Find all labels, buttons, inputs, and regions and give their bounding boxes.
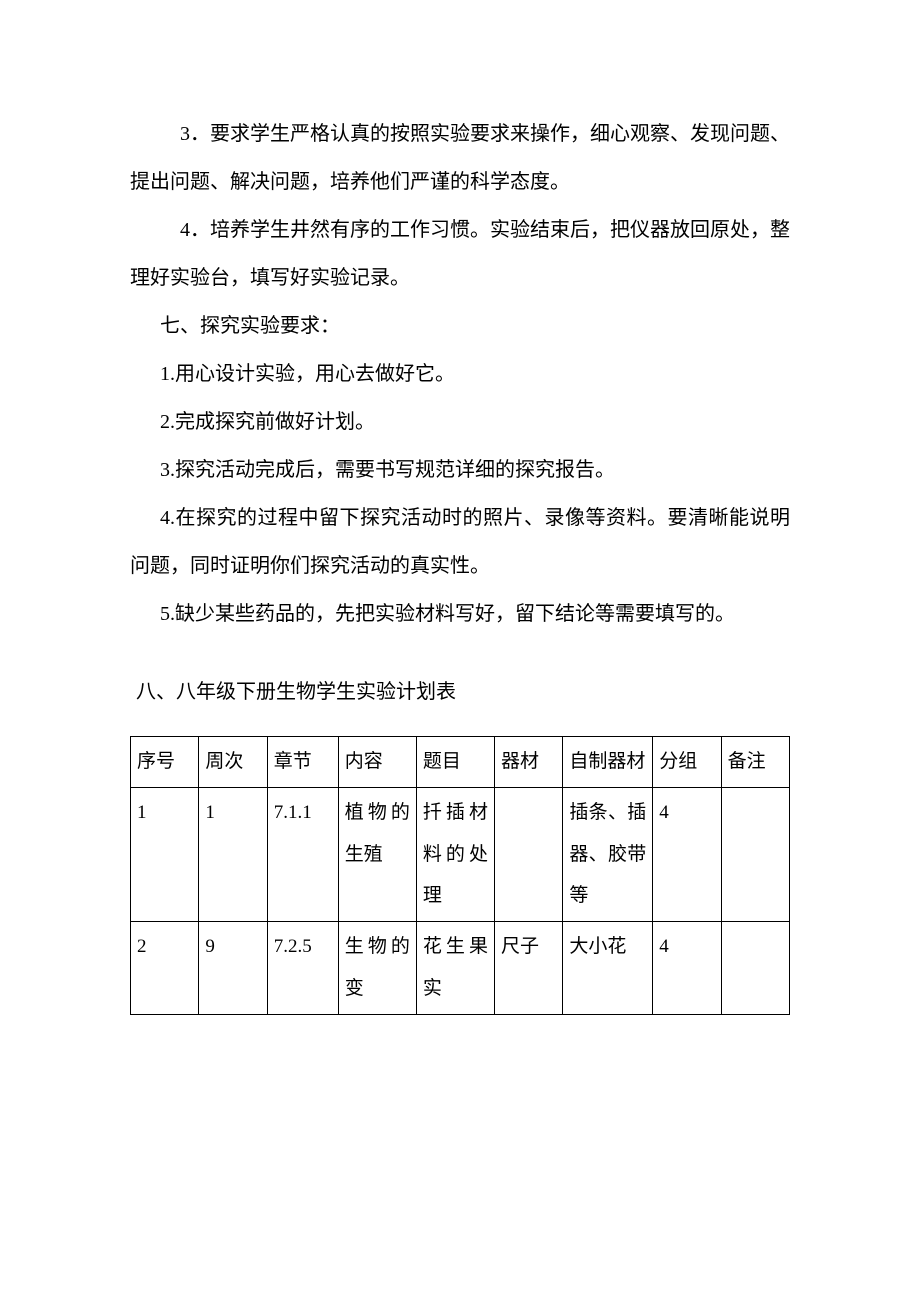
- table-cell: 1: [131, 787, 199, 921]
- table-header-row: 序号 周次 章节 内容 题目 器材 自制器材 分组 备注: [131, 737, 790, 788]
- table-header-cell: 备注: [721, 737, 789, 788]
- table-header-cell: 自制器材: [563, 737, 653, 788]
- table-header-cell: 序号: [131, 737, 199, 788]
- section-7-item-2: 2.完成探究前做好计划。: [130, 398, 790, 446]
- section-8-title: 八、八年级下册生物学生实验计划表: [130, 668, 790, 716]
- table-cell: 大小花: [563, 922, 653, 1015]
- table-cell: 花生果实: [416, 922, 494, 1015]
- table-header-cell: 章节: [267, 737, 338, 788]
- section-7-item-5: 5.缺少某些药品的，先把实验材料写好，留下结论等需要填写的。: [130, 590, 790, 638]
- table-cell: 扦插材料的处理: [416, 787, 494, 921]
- table-cell: 植物的生殖: [338, 787, 416, 921]
- table-header-cell: 内容: [338, 737, 416, 788]
- table-cell: 7.2.5: [267, 922, 338, 1015]
- experiment-plan-table: 序号 周次 章节 内容 题目 器材 自制器材 分组 备注 1 1 7.1.1 植…: [130, 736, 790, 1015]
- table-header-cell: 分组: [653, 737, 721, 788]
- table-cell: 4: [653, 922, 721, 1015]
- table-row: 1 1 7.1.1 植物的生殖 扦插材料的处理 插条、插器、胶带等 4: [131, 787, 790, 921]
- paragraph-3: 3．要求学生严格认真的按照实验要求来操作，细心观察、发现问题、提出问题、解决问题…: [130, 110, 790, 206]
- table-cell: 生物的变: [338, 922, 416, 1015]
- section-7-item-3: 3.探究活动完成后，需要书写规范详细的探究报告。: [130, 446, 790, 494]
- table-cell: 插条、插器、胶带等: [563, 787, 653, 921]
- paragraph-4: 4．培养学生井然有序的工作习惯。实验结束后，把仪器放回原处，整理好实验台，填写好…: [130, 206, 790, 302]
- section-7-item-4: 4.在探究的过程中留下探究活动时的照片、录像等资料。要清晰能说明问题，同时证明你…: [130, 494, 790, 590]
- section-7-item-1: 1.用心设计实验，用心去做好它。: [130, 350, 790, 398]
- section-7-title: 七、探究实验要求：: [130, 302, 790, 350]
- table-cell: 尺子: [494, 922, 562, 1015]
- table-cell: [721, 787, 789, 921]
- table-cell: 7.1.1: [267, 787, 338, 921]
- table-row: 2 9 7.2.5 生物的变 花生果实 尺子 大小花 4: [131, 922, 790, 1015]
- table-cell: 2: [131, 922, 199, 1015]
- table-header-cell: 题目: [416, 737, 494, 788]
- table-cell: 9: [199, 922, 267, 1015]
- table-cell: [494, 787, 562, 921]
- table-cell: 4: [653, 787, 721, 921]
- table-header-cell: 周次: [199, 737, 267, 788]
- table-cell: [721, 922, 789, 1015]
- table-cell: 1: [199, 787, 267, 921]
- table-header-cell: 器材: [494, 737, 562, 788]
